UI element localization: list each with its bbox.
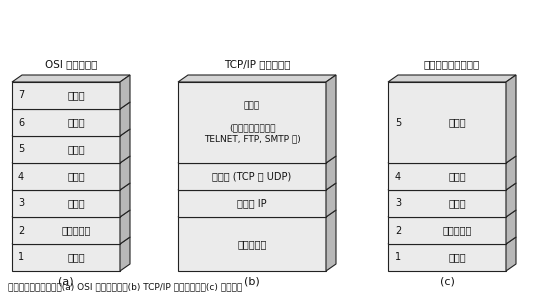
- Text: 运输层: 运输层: [448, 171, 466, 181]
- Polygon shape: [120, 156, 130, 190]
- Polygon shape: [326, 156, 336, 190]
- Text: 网络层: 网络层: [448, 198, 466, 209]
- Text: 运输层 (TCP 或 UDP): 运输层 (TCP 或 UDP): [212, 171, 291, 181]
- Polygon shape: [388, 183, 516, 190]
- Text: 1: 1: [18, 253, 24, 263]
- Text: 6: 6: [18, 117, 24, 127]
- Text: TCP/IP 的体系结构: TCP/IP 的体系结构: [224, 59, 290, 69]
- Polygon shape: [178, 183, 336, 190]
- Text: 4: 4: [18, 171, 24, 181]
- Text: 应用层

(各种应用层协议如
TELNET, FTP, SMTP 等): 应用层 (各种应用层协议如 TELNET, FTP, SMTP 等): [204, 101, 300, 144]
- Polygon shape: [506, 156, 516, 190]
- Polygon shape: [12, 109, 120, 136]
- Polygon shape: [388, 217, 506, 244]
- Text: 网络接口层: 网络接口层: [237, 239, 266, 249]
- Text: 五层协议的体系结构: 五层协议的体系结构: [424, 59, 480, 69]
- Polygon shape: [12, 75, 130, 82]
- Polygon shape: [12, 183, 130, 190]
- Text: 应用层: 应用层: [448, 117, 466, 127]
- Text: (b): (b): [244, 276, 260, 286]
- Text: (a): (a): [58, 276, 74, 286]
- Text: 2: 2: [18, 226, 24, 236]
- Text: 会话层: 会话层: [67, 144, 85, 154]
- Polygon shape: [178, 82, 326, 163]
- Polygon shape: [120, 183, 130, 217]
- Polygon shape: [178, 190, 326, 217]
- Polygon shape: [12, 210, 130, 217]
- Polygon shape: [12, 156, 130, 163]
- Text: 3: 3: [395, 198, 401, 209]
- Polygon shape: [388, 156, 516, 163]
- Text: 5: 5: [395, 117, 401, 127]
- Polygon shape: [388, 82, 506, 163]
- Polygon shape: [388, 210, 516, 217]
- Text: 网际层 IP: 网际层 IP: [237, 198, 267, 209]
- Polygon shape: [388, 190, 506, 217]
- Polygon shape: [12, 237, 130, 244]
- Polygon shape: [12, 136, 120, 163]
- Text: 5: 5: [18, 144, 24, 154]
- Polygon shape: [506, 75, 516, 163]
- Text: 计算机网络体系结构：(a) OSI 的七层协议；(b) TCP/IP 的四层协议；(c) 五层协议: 计算机网络体系结构：(a) OSI 的七层协议；(b) TCP/IP 的四层协议…: [8, 282, 242, 292]
- Polygon shape: [12, 129, 130, 136]
- Polygon shape: [178, 217, 326, 271]
- Polygon shape: [506, 183, 516, 217]
- Polygon shape: [12, 163, 120, 190]
- Polygon shape: [506, 210, 516, 244]
- Polygon shape: [388, 244, 506, 271]
- Text: 7: 7: [18, 91, 24, 100]
- Polygon shape: [178, 210, 336, 217]
- Polygon shape: [388, 163, 506, 190]
- Text: 表示层: 表示层: [67, 117, 85, 127]
- Polygon shape: [12, 82, 120, 109]
- Polygon shape: [326, 183, 336, 217]
- Text: (c): (c): [439, 276, 454, 286]
- Polygon shape: [388, 75, 516, 82]
- Polygon shape: [12, 244, 120, 271]
- Text: 物理层: 物理层: [448, 253, 466, 263]
- Polygon shape: [120, 129, 130, 163]
- Text: 网络层: 网络层: [67, 198, 85, 209]
- Polygon shape: [120, 210, 130, 244]
- Text: 4: 4: [395, 171, 401, 181]
- Polygon shape: [12, 217, 120, 244]
- Polygon shape: [178, 163, 326, 190]
- Text: OSI 的体系结构: OSI 的体系结构: [45, 59, 97, 69]
- Text: 运输层: 运输层: [67, 171, 85, 181]
- Polygon shape: [326, 75, 336, 163]
- Text: 2: 2: [395, 226, 401, 236]
- Text: 数据链路层: 数据链路层: [442, 226, 471, 236]
- Polygon shape: [178, 75, 336, 82]
- Polygon shape: [12, 190, 120, 217]
- Text: 3: 3: [18, 198, 24, 209]
- Polygon shape: [120, 237, 130, 271]
- Polygon shape: [12, 102, 130, 109]
- Text: 物理层: 物理层: [67, 253, 85, 263]
- Text: 1: 1: [395, 253, 401, 263]
- Text: 数据链路层: 数据链路层: [61, 226, 91, 236]
- Polygon shape: [506, 237, 516, 271]
- Polygon shape: [120, 102, 130, 136]
- Polygon shape: [120, 75, 130, 109]
- Polygon shape: [178, 156, 336, 163]
- Text: 应用层: 应用层: [67, 91, 85, 100]
- Polygon shape: [326, 210, 336, 271]
- Polygon shape: [388, 237, 516, 244]
